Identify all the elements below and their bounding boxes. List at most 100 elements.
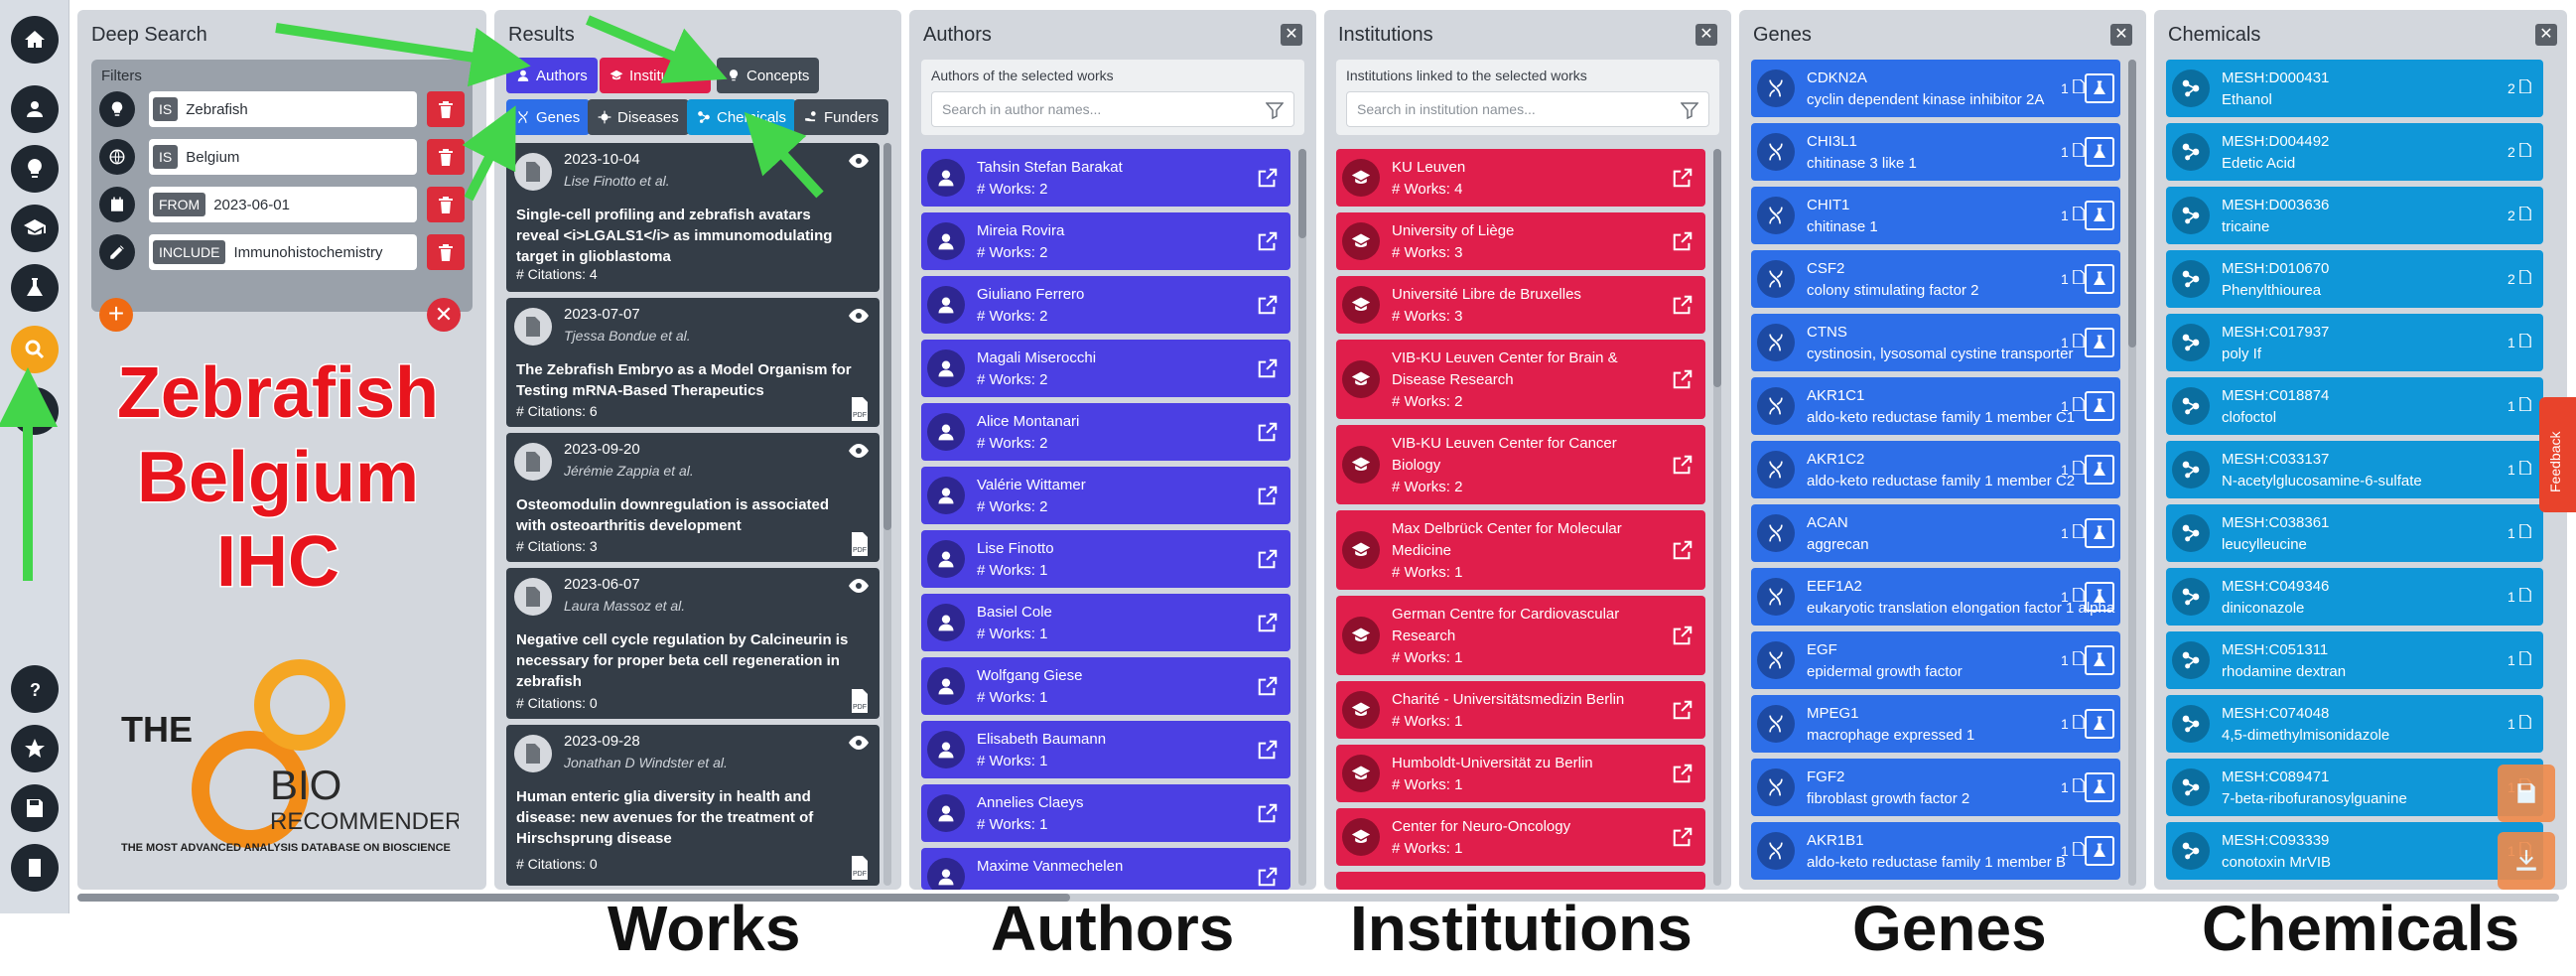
scrollbar-thumb[interactable]: [77, 894, 1070, 902]
chemical-item[interactable]: MESH:C038361 leucylleucine 1: [2166, 504, 2543, 562]
flask-icon[interactable]: [2085, 582, 2114, 612]
external-link-icon[interactable]: [1672, 539, 1694, 561]
chemical-item[interactable]: MESH:D000431 Ethanol 2: [2166, 60, 2543, 117]
flask-icon[interactable]: [2085, 73, 2114, 103]
chemical-item[interactable]: MESH:C049346 diniconazole 1: [2166, 568, 2543, 626]
genes-scrollbar[interactable]: [2128, 60, 2136, 886]
institution-item[interactable]: Max Delbrück Center for Molecular Medicin…: [1336, 510, 1705, 590]
external-link-icon[interactable]: [1257, 548, 1279, 570]
user-button[interactable]: [11, 85, 59, 133]
institution-item[interactable]: Center for Neuro-Oncology # Works: 1: [1336, 808, 1705, 866]
gene-item[interactable]: CHI3L1 chitinase 3 like 1 1: [1751, 123, 2120, 181]
flask-icon[interactable]: [2085, 264, 2114, 294]
pencil-icon[interactable]: [99, 234, 135, 270]
save-button[interactable]: [11, 784, 59, 832]
external-link-icon[interactable]: [1257, 294, 1279, 316]
ideas-button[interactable]: [11, 145, 59, 193]
institution-item[interactable]: Humboldt-Universität zu Berlin # Works: 1: [1336, 745, 1705, 802]
author-item[interactable]: Mireia Rovira # Works: 2: [921, 212, 1290, 270]
work-title[interactable]: Osteomodulin downregulation is associate…: [516, 496, 830, 534]
feedback-tab[interactable]: Feedback: [2539, 397, 2576, 512]
work-title[interactable]: The Zebrafish Embryo as a Model Organism…: [516, 361, 852, 399]
external-link-icon[interactable]: [1672, 699, 1694, 721]
calendar-icon[interactable]: [99, 187, 135, 222]
close-button[interactable]: ✕: [1281, 24, 1302, 46]
filter-value-field[interactable]: FROM 2023-06-01: [149, 187, 417, 222]
author-item[interactable]: Wolfgang Giese # Works: 1: [921, 657, 1290, 715]
pdf-icon[interactable]: PDF: [850, 532, 870, 556]
external-link-icon[interactable]: [1257, 739, 1279, 761]
flask-icon[interactable]: [2085, 772, 2114, 802]
work-card[interactable]: 2023-06-07 Laura Massoz et al. Negative …: [506, 568, 880, 719]
external-link-icon[interactable]: [1257, 167, 1279, 189]
home-button[interactable]: [11, 16, 59, 64]
export-button[interactable]: [11, 387, 59, 435]
filter-icon[interactable]: [1681, 101, 1698, 119]
flask-icon[interactable]: [2085, 391, 2114, 421]
gene-item[interactable]: CHIT1 chitinase 1 1: [1751, 187, 2120, 244]
gene-item[interactable]: AKR1C1 aldo-keto reductase family 1 membe…: [1751, 377, 2120, 435]
delete-filter-button[interactable]: [427, 234, 465, 270]
chemical-item[interactable]: MESH:C018874 clofoctol 1: [2166, 377, 2543, 435]
author-item[interactable]: Alice Montanari # Works: 2: [921, 403, 1290, 461]
institution-item[interactable]: VIB-KU Leuven Center for Brain & Disease …: [1336, 340, 1705, 419]
chemical-item[interactable]: MESH:C074048 4,5-dimethylmisonidazole 1: [2166, 695, 2543, 753]
author-item[interactable]: Maxime Vanmechelen: [921, 848, 1290, 890]
horizontal-scrollbar[interactable]: [77, 894, 2559, 902]
author-item[interactable]: Elisabeth Baumann # Works: 1: [921, 721, 1290, 778]
external-link-icon[interactable]: [1257, 612, 1279, 633]
author-search-input[interactable]: Search in author names...: [931, 91, 1294, 127]
external-link-icon[interactable]: [1672, 368, 1694, 390]
tab-diseases[interactable]: Diseases: [588, 99, 689, 135]
author-item[interactable]: Lise Finotto # Works: 1: [921, 530, 1290, 588]
logout-button[interactable]: [11, 844, 59, 892]
tab-funders[interactable]: Funders: [794, 99, 889, 135]
tab-genes[interactable]: Genes: [506, 99, 591, 135]
author-item[interactable]: Tahsin Stefan Barakat # Works: 2: [921, 149, 1290, 207]
work-card[interactable]: 2023-09-20 Jérémie Zappia et al. Osteomo…: [506, 433, 880, 562]
chemical-item[interactable]: MESH:D004492 Edetic Acid 2: [2166, 123, 2543, 181]
gene-item[interactable]: CDKN2A cyclin dependent kinase inhibitor …: [1751, 60, 2120, 117]
work-title[interactable]: Human enteric glia diversity in health a…: [516, 788, 814, 847]
chemical-item[interactable]: MESH:C033137 N-acetylglucosamine-6-sulfat…: [2166, 441, 2543, 498]
external-link-icon[interactable]: [1672, 167, 1694, 189]
eye-icon[interactable]: [848, 308, 870, 324]
institution-search-input[interactable]: Search in institution names...: [1346, 91, 1709, 127]
external-link-icon[interactable]: [1257, 421, 1279, 443]
close-button[interactable]: ✕: [2535, 24, 2557, 46]
author-item[interactable]: Annelies Claeys # Works: 1: [921, 784, 1290, 842]
institution-item[interactable]: VIB-KU Leuven Center for Cancer Biology # …: [1336, 425, 1705, 504]
external-link-icon[interactable]: [1257, 675, 1279, 697]
chemical-item[interactable]: MESH:C017937 poly If 1: [2166, 314, 2543, 371]
chemical-item[interactable]: MESH:C051311 rhodamine dextran 1: [2166, 631, 2543, 689]
flask-icon[interactable]: [2085, 201, 2114, 230]
institution-item[interactable]: Charité - Universitätsmedizin Berlin # Wo…: [1336, 681, 1705, 739]
close-button[interactable]: ✕: [2110, 24, 2132, 46]
floating-download-button[interactable]: [2498, 832, 2555, 890]
help-button[interactable]: ?: [11, 665, 59, 713]
add-filter-button[interactable]: +: [99, 298, 133, 332]
gene-item[interactable]: AKR1C2 aldo-keto reductase family 1 membe…: [1751, 441, 2120, 498]
delete-filter-button[interactable]: [427, 139, 465, 175]
external-link-icon[interactable]: [1257, 866, 1279, 888]
institution-item[interactable]: Université Libre de Bruxelles # Works: 3: [1336, 276, 1705, 334]
flask-icon[interactable]: [2085, 518, 2114, 548]
tab-concepts[interactable]: Concepts: [717, 58, 820, 93]
eye-icon[interactable]: [848, 443, 870, 459]
external-link-icon[interactable]: [1257, 357, 1279, 379]
filter-icon[interactable]: [1266, 101, 1284, 119]
external-link-icon[interactable]: [1672, 763, 1694, 784]
work-card[interactable]: 2023-09-28 Jonathan D Windster et al. Hu…: [506, 725, 880, 886]
chemical-item[interactable]: MESH:D003636 tricaine 2: [2166, 187, 2543, 244]
flask-icon[interactable]: [2085, 455, 2114, 485]
author-item[interactable]: Giuliano Ferrero # Works: 2: [921, 276, 1290, 334]
pdf-icon[interactable]: PDF: [850, 397, 870, 421]
tab-chemicals[interactable]: Chemicals: [687, 99, 797, 135]
gene-item[interactable]: FGF2 fibroblast growth factor 2 1: [1751, 759, 2120, 816]
gene-item[interactable]: AKR1B1 aldo-keto reductase family 1 membe…: [1751, 822, 2120, 880]
favorites-button[interactable]: [11, 725, 59, 772]
gene-item[interactable]: MPEG1 macrophage expressed 1 1: [1751, 695, 2120, 753]
globe-icon[interactable]: [99, 139, 135, 175]
